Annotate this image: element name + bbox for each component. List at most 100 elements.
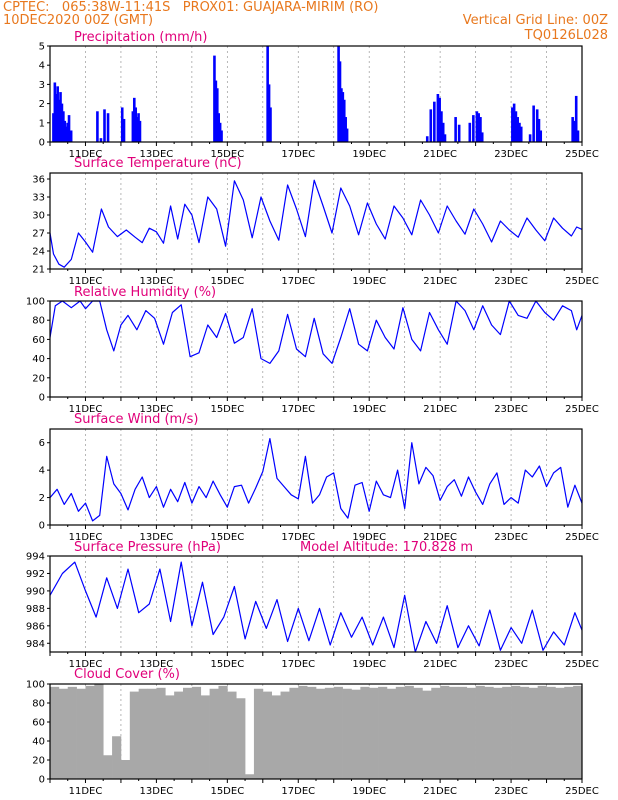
precip-bar — [457, 124, 461, 142]
precip-x-tick-label: 13DEC — [140, 149, 174, 160]
cloud-bar — [174, 691, 184, 779]
cloud-bar — [555, 687, 565, 779]
cloud-bar — [316, 688, 326, 779]
temperature-y-tick-label: 21 — [32, 265, 45, 276]
temperature-y-tick-label: 36 — [32, 175, 45, 186]
precip-bar — [59, 92, 62, 142]
precip-bar — [131, 111, 135, 142]
wind-y-tick-label: 0 — [39, 521, 45, 532]
precip-bar — [443, 134, 447, 142]
precip-bar — [106, 113, 110, 142]
precip-bar — [103, 109, 106, 142]
precip-bar — [519, 126, 523, 142]
cloud-x-tick-label: 17DEC — [281, 786, 315, 797]
humidity-y-tick-label: 0 — [39, 393, 45, 404]
precip-bar — [425, 136, 429, 142]
precip-bar — [537, 118, 541, 142]
pressure-x-tick-label: 25DEC — [565, 659, 599, 670]
precip-bar — [56, 86, 59, 142]
cloud-bar — [200, 695, 210, 779]
precip-y-tick-label: 2 — [39, 99, 45, 110]
precip-bar — [436, 94, 440, 142]
cloud-bar — [404, 685, 414, 779]
temperature-y-tick-label: 33 — [32, 193, 45, 204]
precip-bar — [480, 132, 484, 142]
wind-y-tick-label: 6 — [39, 438, 45, 449]
precip-bar — [269, 107, 272, 142]
humidity-title: Relative Humidity (%) — [74, 285, 217, 300]
precip-bar — [454, 117, 457, 142]
humidity-x-tick-label: 15DEC — [210, 404, 244, 415]
precip-bar — [344, 117, 347, 142]
precip-frame — [49, 45, 583, 143]
pressure-x-tick-label: 21DEC — [423, 659, 457, 670]
cloud-bar — [245, 774, 255, 779]
wind-series-line — [49, 438, 583, 522]
cloud-bar — [289, 687, 299, 779]
precip-bar — [340, 88, 343, 142]
temperature-y-tick-label: 30 — [32, 211, 45, 222]
precip-bar — [429, 109, 433, 142]
cloud-bar — [298, 685, 308, 779]
humidity-x-tick-label: 23DEC — [494, 404, 528, 415]
precip-bar — [512, 103, 516, 142]
precip-bar — [96, 111, 99, 142]
pressure-x-tick-label: 19DEC — [352, 659, 386, 670]
humidity-x-tick-label: 17DEC — [281, 404, 315, 415]
precip-y-tick-label: 3 — [39, 80, 45, 91]
pressure-y-tick-label: 986 — [26, 621, 45, 632]
cloud-title: Cloud Cover (%) — [74, 667, 180, 682]
humidity-frame — [49, 300, 583, 398]
temperature-x-tick-label: 15DEC — [210, 276, 244, 287]
cloud-bar — [262, 691, 272, 779]
precip-bar — [518, 122, 521, 142]
precip-bar — [67, 115, 71, 142]
humidity-y-tick-label: 60 — [32, 335, 45, 346]
precip-bar — [514, 111, 518, 142]
humidity-x-tick-label: 21DEC — [423, 404, 457, 415]
precip-bar — [62, 111, 65, 142]
cloud-bar — [85, 685, 95, 779]
cloud-bar — [519, 686, 530, 779]
precip-bar — [532, 105, 535, 142]
precip-x-tick-label: 23DEC — [494, 149, 528, 160]
cloud-bar — [183, 687, 193, 779]
temperature-x-tick-label: 13DEC — [140, 276, 174, 287]
precip-bar — [66, 122, 69, 142]
precip-y-tick-label: 1 — [39, 118, 45, 129]
precip-bar — [337, 46, 340, 142]
cloud-bar — [280, 691, 290, 779]
temperature-x-tick-label: 21DEC — [423, 276, 457, 287]
pressure-x-tick-label: 11DEC — [69, 659, 103, 670]
precip-bar — [215, 88, 219, 142]
wind-x-tick-label: 17DEC — [281, 532, 315, 543]
precip-bar — [69, 130, 73, 142]
cloud-bar — [191, 686, 202, 779]
cloud-bar — [50, 686, 60, 779]
cloud-bar — [236, 698, 246, 779]
cloud-y-tick-label: 20 — [32, 756, 45, 767]
cloud-bar — [58, 688, 69, 779]
precip-bar — [576, 130, 580, 142]
precip-y-tick-label: 4 — [39, 61, 45, 72]
precip-bar — [132, 97, 136, 142]
precip-bar — [440, 111, 443, 142]
precip-bar — [433, 101, 436, 142]
precip-bar — [479, 117, 482, 142]
precip-bar — [217, 113, 221, 142]
pressure-x-tick-label: 17DEC — [281, 659, 315, 670]
humidity-series-line — [49, 300, 583, 364]
cloud-x-tick-label: 11DEC — [69, 786, 103, 797]
precip-bar — [53, 82, 57, 142]
cloud-bar — [351, 689, 361, 779]
precip-bar — [134, 107, 138, 142]
precip-bar — [214, 80, 218, 142]
cloud-bar — [475, 685, 485, 779]
cloud-x-tick-label: 15DEC — [210, 786, 244, 797]
precip-bar — [571, 117, 574, 142]
precip-bar — [213, 55, 216, 142]
cloud-bar — [395, 686, 405, 779]
precip-bar — [528, 134, 532, 142]
pressure-x-tick-label: 13DEC — [140, 659, 174, 670]
cloud-bar — [120, 760, 131, 779]
